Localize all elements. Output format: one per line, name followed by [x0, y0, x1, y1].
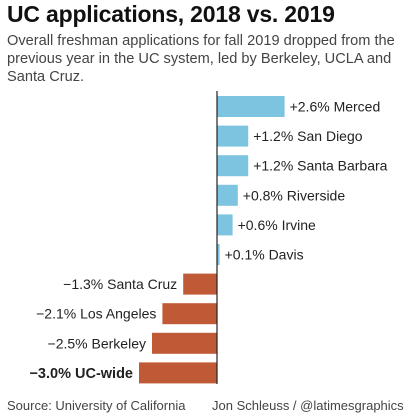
chart-title: UC applications, 2018 vs. 2019 — [7, 1, 335, 27]
credit-note: Jon Schleuss / @latimesgraphics — [212, 398, 404, 413]
bar-label-santa-cruz: −1.3% Santa Cruz — [63, 276, 177, 292]
bar-berkeley — [152, 332, 217, 354]
bar-label-uc-wide: −3.0% UC-wide — [29, 366, 133, 382]
bar-riverside — [217, 184, 238, 206]
bar-label-irvine: +0.6% Irvine — [238, 217, 316, 233]
bar-santa-cruz — [183, 273, 217, 295]
bar-merced — [217, 96, 285, 117]
bar-santa-barbara — [217, 155, 249, 177]
bar-label-los-angeles: −2.1% Los Angeles — [36, 306, 156, 322]
bar-label-davis: +0.1% Davis — [225, 247, 304, 263]
bar-los-angeles — [162, 303, 217, 325]
chart-subtitle: Overall freshman applications for fall 2… — [7, 33, 395, 85]
bar-label-merced: +2.6% Merced — [290, 99, 381, 115]
bar-label-santa-barbara: +1.2% Santa Barbara — [253, 158, 387, 174]
bar-san-diego — [217, 125, 249, 147]
bar-label-riverside: +0.8% Riverside — [243, 187, 346, 203]
bar-uc-wide — [139, 362, 217, 384]
bar-label-san-diego: +1.2% San Diego — [253, 128, 363, 144]
bar-label-berkeley: −2.5% Berkeley — [48, 335, 146, 351]
bar-irvine — [217, 214, 233, 236]
bar-davis — [217, 244, 220, 265]
source-note: Source: University of California — [7, 398, 186, 413]
